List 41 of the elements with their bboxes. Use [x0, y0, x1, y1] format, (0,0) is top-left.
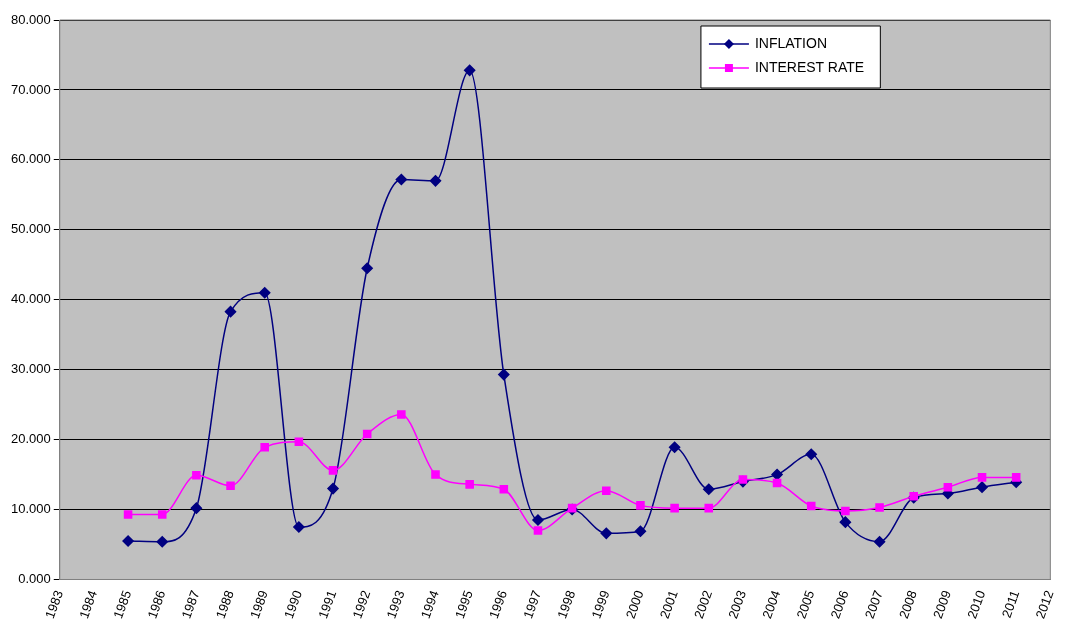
x-tick-label: 2008 — [895, 588, 920, 621]
x-tick-label: 1999 — [588, 588, 613, 621]
y-tick-label: 50.000 — [11, 221, 51, 237]
x-tick-label: 1987 — [178, 588, 203, 621]
y-tick-label: 80.000 — [11, 11, 51, 27]
x-tick-label: 2000 — [622, 588, 647, 621]
x-tick-label: 1997 — [520, 588, 545, 621]
x-tick-label: 1996 — [486, 588, 510, 621]
x-tick-label: 1994 — [417, 588, 442, 621]
y-tick-label: 10.000 — [11, 501, 51, 517]
x-tick-label: 1998 — [554, 588, 579, 621]
legend-label: INTEREST RATE — [754, 58, 865, 75]
x-tick-label: 1986 — [144, 588, 169, 621]
x-tick-label: 2007 — [861, 588, 886, 621]
x-tick-label: 2010 — [964, 588, 989, 621]
x-tick-label: 1991 — [315, 588, 340, 621]
y-tick-label: 60.000 — [11, 151, 51, 167]
x-tick-label: 1989 — [246, 588, 271, 621]
x-tick-label: 2006 — [827, 588, 852, 621]
x-tick-label: 2001 — [656, 588, 681, 621]
x-tick-label: 2011 — [998, 588, 1023, 620]
x-tick-label: 2003 — [725, 588, 750, 621]
x-tick-label: 2005 — [793, 588, 818, 621]
y-tick-label: 30.000 — [11, 361, 51, 377]
x-tick-label: 1985 — [110, 588, 135, 621]
legend-label: INFLATION — [754, 34, 827, 51]
x-tick-label: 1983 — [41, 588, 66, 621]
x-tick-label: 1995 — [451, 588, 476, 621]
x-tick-label: 1992 — [349, 588, 374, 621]
x-tick-label: 1988 — [212, 588, 237, 621]
x-tick-label: 1990 — [281, 588, 306, 621]
x-tick-label: 2012 — [1032, 588, 1057, 621]
x-tick-label: 1993 — [383, 588, 408, 621]
y-tick-label: 0.000 — [18, 571, 51, 587]
y-tick-label: 20.000 — [11, 431, 51, 447]
x-tick-label: 2002 — [690, 588, 715, 621]
y-tick-label: 70.000 — [11, 81, 51, 97]
x-tick-label: 2009 — [930, 588, 955, 621]
y-tick-label: 40.000 — [11, 291, 51, 307]
x-tick-label: 1984 — [76, 588, 101, 621]
x-tick-label: 2004 — [759, 588, 784, 621]
